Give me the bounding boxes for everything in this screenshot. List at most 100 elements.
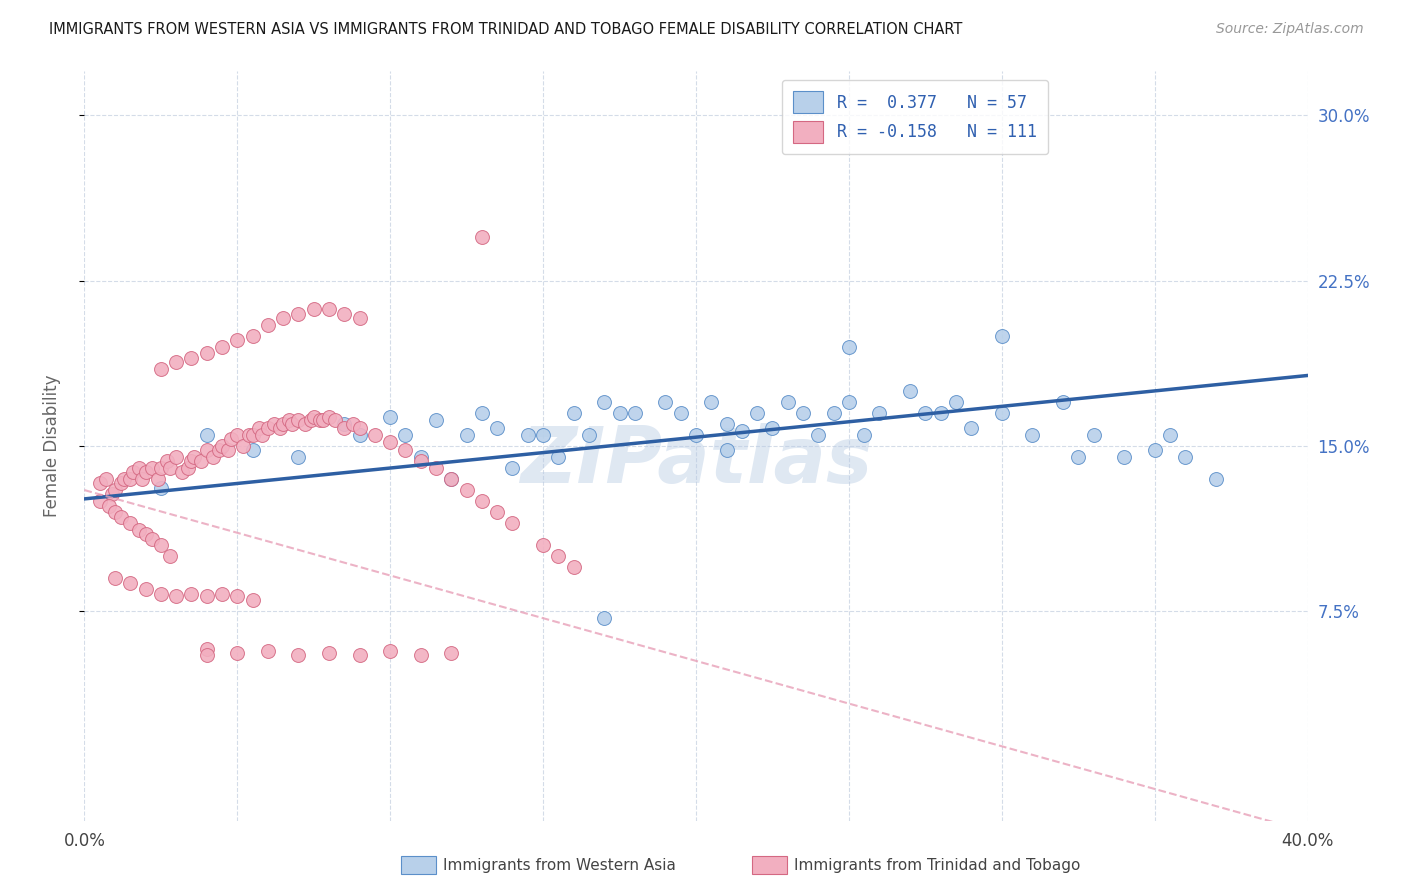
Point bbox=[89, 494, 111, 508]
Point bbox=[318, 302, 340, 317]
Point bbox=[960, 421, 983, 435]
Point bbox=[502, 461, 524, 475]
Point bbox=[122, 466, 145, 480]
Point bbox=[342, 417, 364, 431]
Point bbox=[945, 395, 967, 409]
Point bbox=[531, 428, 554, 442]
Point bbox=[1143, 443, 1166, 458]
Point bbox=[349, 428, 371, 442]
Point bbox=[97, 499, 120, 513]
Point bbox=[609, 406, 631, 420]
Point bbox=[232, 439, 254, 453]
Point bbox=[281, 417, 304, 431]
Point bbox=[263, 417, 285, 431]
Point bbox=[149, 362, 172, 376]
Point bbox=[547, 549, 569, 564]
Point bbox=[502, 516, 524, 530]
Point bbox=[149, 587, 172, 601]
Point bbox=[226, 589, 249, 603]
Point bbox=[141, 461, 163, 475]
Point bbox=[308, 412, 330, 426]
Point bbox=[440, 472, 463, 486]
Point bbox=[593, 611, 616, 625]
Point bbox=[226, 428, 249, 442]
Text: Source: ZipAtlas.com: Source: ZipAtlas.com bbox=[1216, 22, 1364, 37]
Point bbox=[380, 410, 402, 425]
Point bbox=[486, 505, 509, 519]
Point bbox=[120, 472, 142, 486]
Point bbox=[242, 443, 264, 458]
Point bbox=[211, 587, 233, 601]
Point bbox=[898, 384, 921, 398]
Point bbox=[195, 648, 218, 663]
Point bbox=[195, 641, 218, 656]
Y-axis label: Female Disability: Female Disability bbox=[42, 375, 60, 517]
Point bbox=[807, 428, 830, 442]
Point bbox=[180, 454, 202, 468]
Point bbox=[516, 428, 538, 442]
Point bbox=[716, 443, 738, 458]
Point bbox=[177, 461, 200, 475]
Point bbox=[578, 428, 600, 442]
Point bbox=[195, 428, 218, 442]
Point bbox=[278, 412, 301, 426]
Point bbox=[456, 428, 478, 442]
Point bbox=[110, 509, 132, 524]
Point bbox=[456, 483, 478, 497]
Point bbox=[1067, 450, 1090, 464]
Legend: R =  0.377   N = 57, R = -0.158   N = 111: R = 0.377 N = 57, R = -0.158 N = 111 bbox=[782, 79, 1049, 154]
Point bbox=[128, 461, 150, 475]
Point bbox=[247, 421, 270, 435]
Point bbox=[141, 532, 163, 546]
Point bbox=[242, 328, 264, 343]
Point bbox=[323, 412, 346, 426]
Point bbox=[149, 538, 172, 552]
Point bbox=[287, 450, 309, 464]
Point bbox=[409, 648, 432, 663]
Point bbox=[120, 575, 142, 590]
Point bbox=[135, 466, 157, 480]
Point bbox=[380, 644, 402, 658]
Point bbox=[287, 412, 309, 426]
Point bbox=[131, 472, 153, 486]
Point bbox=[700, 395, 723, 409]
Point bbox=[211, 439, 233, 453]
Point bbox=[302, 410, 325, 425]
Text: ZIPatlas: ZIPatlas bbox=[520, 423, 872, 499]
Point bbox=[318, 410, 340, 425]
Text: Immigrants from Trinidad and Tobago: Immigrants from Trinidad and Tobago bbox=[794, 858, 1081, 872]
Point bbox=[165, 355, 187, 369]
Point bbox=[562, 406, 585, 420]
Point bbox=[394, 428, 416, 442]
Point bbox=[195, 346, 218, 360]
Point bbox=[409, 450, 432, 464]
Point bbox=[195, 443, 218, 458]
Point bbox=[257, 318, 280, 332]
Point bbox=[180, 351, 202, 365]
Point bbox=[104, 505, 127, 519]
Point bbox=[869, 406, 891, 420]
Point bbox=[208, 443, 231, 458]
Point bbox=[731, 424, 754, 438]
Point bbox=[135, 527, 157, 541]
Point bbox=[165, 589, 187, 603]
Point bbox=[135, 582, 157, 597]
Point bbox=[929, 406, 952, 420]
Point bbox=[669, 406, 692, 420]
Point bbox=[471, 406, 494, 420]
Point bbox=[486, 421, 509, 435]
Point bbox=[471, 494, 494, 508]
Point bbox=[89, 476, 111, 491]
Point bbox=[349, 311, 371, 326]
Point bbox=[271, 417, 294, 431]
Text: Immigrants from Western Asia: Immigrants from Western Asia bbox=[443, 858, 676, 872]
Point bbox=[94, 472, 117, 486]
Point bbox=[792, 406, 814, 420]
Point bbox=[104, 483, 127, 497]
Point bbox=[257, 644, 280, 658]
Point bbox=[425, 412, 447, 426]
Point bbox=[531, 538, 554, 552]
Point bbox=[1159, 428, 1181, 442]
Point bbox=[195, 589, 218, 603]
Point bbox=[226, 333, 249, 347]
